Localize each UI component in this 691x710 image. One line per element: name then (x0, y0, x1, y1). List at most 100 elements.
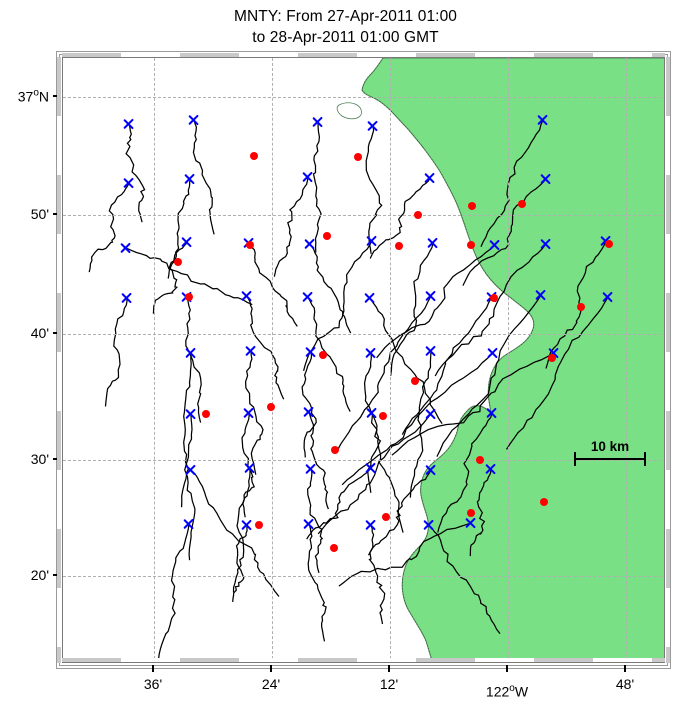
drifter-track (232, 468, 251, 593)
frame-ribbon-segment (666, 352, 670, 411)
x-icon (425, 408, 438, 421)
y-tick-label-4: 20' (30, 567, 49, 583)
x-icon (423, 519, 436, 532)
drifter-track (428, 524, 501, 634)
dot-icon (476, 456, 484, 464)
scale-bar-cap-right (644, 452, 646, 466)
frame-ribbon-segment (666, 588, 670, 647)
dot-icon (468, 202, 476, 210)
drifter-track (312, 121, 322, 253)
dot-icon (518, 200, 526, 208)
dot-icon (330, 544, 338, 552)
map-plot-area[interactable]: 10 km (62, 57, 665, 663)
frame-ribbon-segment (57, 234, 61, 293)
frame-ribbon-segment (180, 53, 239, 57)
frame-ribbon-segment (666, 411, 670, 470)
x-icon (123, 118, 136, 131)
x-icon (540, 173, 553, 186)
dot-icon (267, 403, 275, 411)
dot-icon (323, 232, 331, 240)
frame-ribbon-segment (62, 658, 121, 662)
x-icon (487, 347, 500, 360)
y-tick-0 (53, 95, 60, 97)
drifter-track (401, 296, 493, 435)
x-icon (365, 519, 378, 532)
x-tick-label-0: 36' (143, 676, 163, 692)
dot-icon (202, 410, 210, 418)
bay-notch (336, 102, 362, 120)
x-icon (424, 172, 437, 185)
drifter-track (390, 242, 434, 376)
frame-ribbon-segment (475, 658, 534, 662)
dot-icon (354, 153, 362, 161)
x-icon (304, 238, 317, 251)
drifter-track (184, 413, 196, 561)
x-icon (535, 289, 548, 302)
x-tick-1 (270, 665, 272, 672)
frame-ribbon-segment (121, 53, 180, 57)
frame-ribbon-segment (57, 293, 61, 352)
coastline-layer (88, 58, 664, 662)
drifter-track (436, 294, 542, 457)
frame-ribbon-segment (239, 658, 298, 662)
frame-ribbon-segment (666, 175, 670, 234)
drifter-track (192, 119, 215, 235)
frame-ribbon-segment (593, 658, 652, 662)
title-line-2: to 28-Apr-2011 01:00 GMT (252, 29, 439, 46)
drifter-track (190, 469, 280, 597)
y-tick-label-3: 30' (30, 451, 49, 467)
x-tick-3 (506, 665, 508, 672)
scale-bar-cap-left (574, 452, 576, 466)
x-icon (427, 237, 440, 250)
x-icon (425, 345, 438, 358)
frame-ribbon-segment (534, 53, 593, 57)
drifter-track (367, 469, 432, 556)
dot-icon (577, 303, 585, 311)
frame-ribbon-segment (57, 470, 61, 529)
x-tick-2 (388, 665, 390, 672)
x-icon (312, 116, 325, 129)
y-tick-label-1: 50' (30, 206, 49, 222)
dot-icon (490, 294, 498, 302)
drifter-track (376, 244, 496, 359)
drifter-track (88, 182, 130, 273)
x-icon (365, 347, 378, 360)
dot-icon (467, 509, 475, 517)
drifter-track (180, 352, 192, 508)
drifter-track (469, 468, 492, 557)
drifter-track (246, 295, 285, 400)
y-tick-1 (53, 213, 60, 215)
x-icon (540, 238, 553, 251)
dot-icon (395, 242, 403, 250)
x-icon (486, 407, 499, 420)
y-tick-label-0: 37oN (17, 87, 49, 105)
drifter-track (152, 241, 188, 314)
frame-ribbon-segment (57, 588, 61, 647)
scale-bar-line (574, 458, 646, 460)
drifter-track (232, 524, 248, 602)
dot-icon (548, 354, 556, 362)
dot-icon (379, 412, 387, 420)
drifter-track (306, 468, 324, 573)
drifter-track (125, 123, 146, 223)
x-icon (245, 345, 258, 358)
frame-ribbon-segment (666, 116, 670, 175)
y-tick-label-2: 40' (30, 325, 49, 341)
x-icon (305, 346, 318, 359)
drifter-track (309, 243, 352, 334)
drifter-track (308, 411, 329, 510)
x-icon (123, 177, 136, 190)
dot-icon (174, 258, 182, 266)
x-icon (366, 407, 379, 420)
dot-icon (319, 351, 327, 359)
frame-ribbon-segment (57, 529, 61, 588)
dot-icon (185, 293, 193, 301)
drifter-track (244, 350, 264, 475)
x-icon (121, 292, 134, 305)
x-icon (183, 518, 196, 531)
x-icon (303, 518, 316, 531)
title-line-1: MNTY: From 27-Apr-2011 01:00 (233, 8, 458, 25)
x-tick-label-4: 48' (615, 676, 635, 692)
dot-icon (255, 521, 263, 529)
